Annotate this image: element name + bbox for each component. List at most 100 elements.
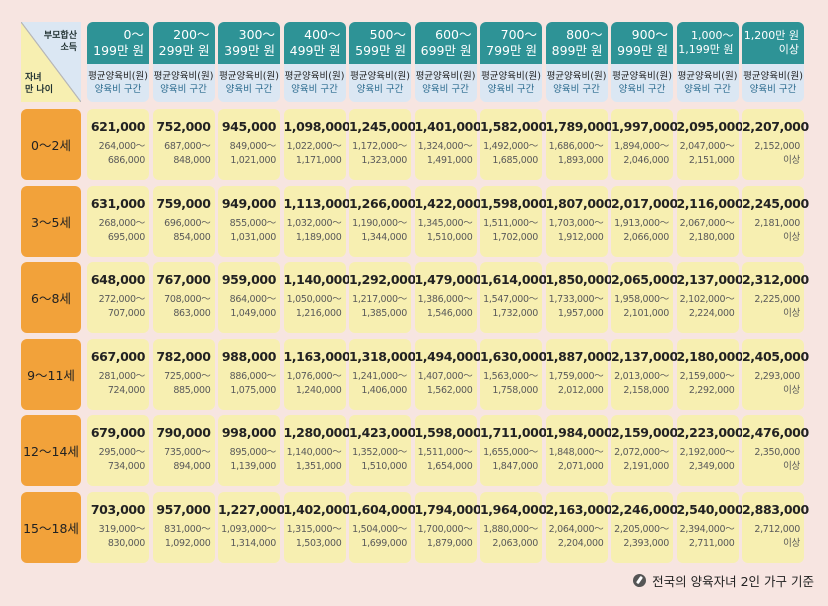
table-cell: 2,883,000 2,712,000 이상 xyxy=(742,491,809,563)
avg-cost: 1,807,000 xyxy=(545,195,613,211)
cost-range: 1,190,000～ 1,344,000 xyxy=(349,217,407,245)
cost-range-from: 1,315,000～ xyxy=(286,523,342,535)
table-cell: 1,794,000 1,700,000～ 1,879,000 xyxy=(414,491,482,563)
cost-range-from: 2,350,000 xyxy=(754,447,800,458)
cost-range-from: 1,386,000～ xyxy=(417,294,473,305)
cost-range-to: 2,151,000 xyxy=(688,155,735,166)
income-bracket-line2: 이상 xyxy=(778,43,799,56)
cost-range: 1,140,000～ 1,351,000 xyxy=(284,446,342,474)
cost-range-from: 2,181,000 xyxy=(754,217,800,229)
table-cell: 752,000 687,000～ 848,000 xyxy=(152,109,215,180)
cost-range-from: 1,759,000～ xyxy=(548,370,604,382)
avg-cost: 2,163,000 xyxy=(545,501,613,517)
cost-range-from: 1,076,000～ xyxy=(286,370,342,382)
cost-range-label: 양육비 구간 xyxy=(684,84,731,95)
income-bracket: 900～ 999만 원 xyxy=(611,22,673,64)
avg-cost: 2,180,000 xyxy=(676,348,744,364)
cost-range-from: 1,504,000～ xyxy=(352,523,407,535)
cost-range-label: 양육비 구간 xyxy=(422,84,469,95)
cost-range-from: 2,293,000 xyxy=(754,370,800,382)
column-subheader: 평균양육비(원) 양육비 구간 xyxy=(480,64,542,102)
cost-range-from: 1,655,000～ xyxy=(483,447,538,458)
cost-range-to: 2,204,000 xyxy=(557,537,604,549)
cost-range: 272,000～ 707,000 xyxy=(87,293,146,321)
income-column-header: 800～ 899만 원 평균양육비(원) 양육비 구간 xyxy=(545,22,608,102)
cost-range-to: 1,189,000 xyxy=(295,231,342,243)
income-column-header: 600～ 699만 원 평균양육비(원) 양육비 구간 xyxy=(414,22,477,102)
cost-range-from: 895,000～ xyxy=(229,447,277,458)
table-cell: 998,000 895,000～ 1,139,000 xyxy=(218,415,280,486)
table-cell: 1,789,000 1,686,000～ 1,893,000 xyxy=(545,109,613,180)
cost-range: 1,315,000～ 1,503,000 xyxy=(284,523,342,551)
cost-range-to: 1,031,000 xyxy=(230,231,276,243)
table-cell: 1,423,000 1,352,000～ 1,510,000 xyxy=(349,415,416,486)
cost-range: 2,192,000～ 2,349,000 xyxy=(677,446,735,474)
avg-cost: 1,113,000 xyxy=(283,195,351,211)
avg-cost: 1,598,000 xyxy=(414,425,482,440)
footnote-text: 전국의 양육자녀 2인 가구 기준 xyxy=(652,574,814,589)
table-cell: 2,405,000 2,293,000 이상 xyxy=(742,338,809,410)
cost-range-to: 695,000 xyxy=(107,231,145,243)
cost-range-to: 1,092,000 xyxy=(164,537,211,549)
avg-cost: 1,163,000 xyxy=(283,348,351,364)
cost-range: 281,000～ 724,000 xyxy=(87,370,146,398)
avg-cost: 988,000 xyxy=(221,348,277,364)
table-cell: 959,000 864,000～ 1,049,000 xyxy=(218,262,280,333)
table-cell: 631,000 268,000～ 695,000 xyxy=(87,185,149,257)
table-cell: 2,540,000 2,394,000～ 2,711,000 xyxy=(676,491,744,563)
cost-range-to: 이상 xyxy=(783,155,800,166)
avg-cost: 1,423,000 xyxy=(349,425,416,440)
cost-range-to: 1,957,000 xyxy=(557,308,604,319)
table-cell: 1,292,000 1,217,000～ 1,385,000 xyxy=(349,262,416,333)
avg-cost: 1,794,000 xyxy=(414,501,482,517)
cost-range: 1,492,000～ 1,685,000 xyxy=(480,140,538,168)
cost-range-from: 268,000～ xyxy=(98,217,146,229)
avg-cost: 2,245,000 xyxy=(742,195,809,211)
avg-cost: 2,095,000 xyxy=(676,119,744,134)
cost-range-to: 2,046,000 xyxy=(623,155,669,166)
table-cell: 1,964,000 1,880,000～ 2,063,000 xyxy=(480,491,547,563)
cost-range-to: 이상 xyxy=(783,308,800,319)
table-cell: 1,630,000 1,563,000～ 1,758,000 xyxy=(480,338,547,410)
column-subheader: 평균양육비(원) 양육비 구간 xyxy=(414,64,477,102)
cost-range: 864,000～ 1,049,000 xyxy=(218,293,277,321)
cost-range-from: 1,686,000～ xyxy=(548,141,604,152)
avg-cost: 2,137,000 xyxy=(611,348,678,364)
avg-cost: 752,000 xyxy=(156,119,211,134)
cost-range: 2,013,000～ 2,158,000 xyxy=(611,370,669,398)
income-label-line1: 부모합산 xyxy=(43,31,77,41)
income-bracket-line1: 600～ xyxy=(435,27,472,42)
cost-range: 1,345,000～ 1,510,000 xyxy=(415,217,473,245)
avg-cost-label: 평균양육비(원) xyxy=(612,71,672,82)
cost-range-to: 724,000 xyxy=(107,384,145,396)
cost-range-to: 854,000 xyxy=(173,231,211,243)
cost-range-from: 1,703,000～ xyxy=(548,217,604,229)
column-subheader: 평균양육비(원) 양육비 구간 xyxy=(283,64,346,102)
age-axis-label: 자녀 만 나이 xyxy=(25,72,53,96)
table-cell: 1,997,000 1,894,000～ 2,046,000 xyxy=(611,109,678,180)
cost-range-from: 1,894,000～ xyxy=(614,141,669,152)
cost-range-to: 686,000 xyxy=(107,155,145,166)
cost-range-to: 2,393,000 xyxy=(623,537,669,549)
income-bracket-line1: 900～ xyxy=(631,27,668,42)
cost-range: 696,000～ 854,000 xyxy=(153,217,211,245)
cost-range-to: 885,000 xyxy=(173,384,211,396)
cost-range-to: 1,351,000 xyxy=(295,461,342,472)
avg-cost: 1,245,000 xyxy=(349,119,416,134)
avg-cost: 1,401,000 xyxy=(414,119,482,134)
avg-cost: 1,997,000 xyxy=(611,119,678,134)
income-column-header: 1,000～ 1,199만 원 평균양육비(원) 양육비 구간 xyxy=(676,22,739,102)
avg-cost: 1,582,000 xyxy=(480,119,547,134)
cost-range: 1,352,000～ 1,510,000 xyxy=(349,446,407,474)
income-bracket-line2: 299만 원 xyxy=(158,43,210,58)
cost-range: 1,511,000～ 1,654,000 xyxy=(415,446,473,474)
cost-range-from: 1,848,000～ xyxy=(548,447,604,458)
table-cell: 2,245,000 2,181,000 이상 xyxy=(742,185,809,257)
cost-range: 1,848,000～ 2,071,000 xyxy=(546,446,604,474)
avg-cost: 998,000 xyxy=(221,425,277,440)
income-column-header: 700～ 799만 원 평균양육비(원) 양육비 구간 xyxy=(480,22,542,102)
table-cell: 1,227,000 1,093,000～ 1,314,000 xyxy=(218,491,285,563)
table-cell: 1,887,000 1,759,000～ 2,012,000 xyxy=(545,338,613,410)
income-bracket-line1: 300～ xyxy=(238,27,275,42)
income-bracket-line1: 700～ xyxy=(500,27,537,42)
